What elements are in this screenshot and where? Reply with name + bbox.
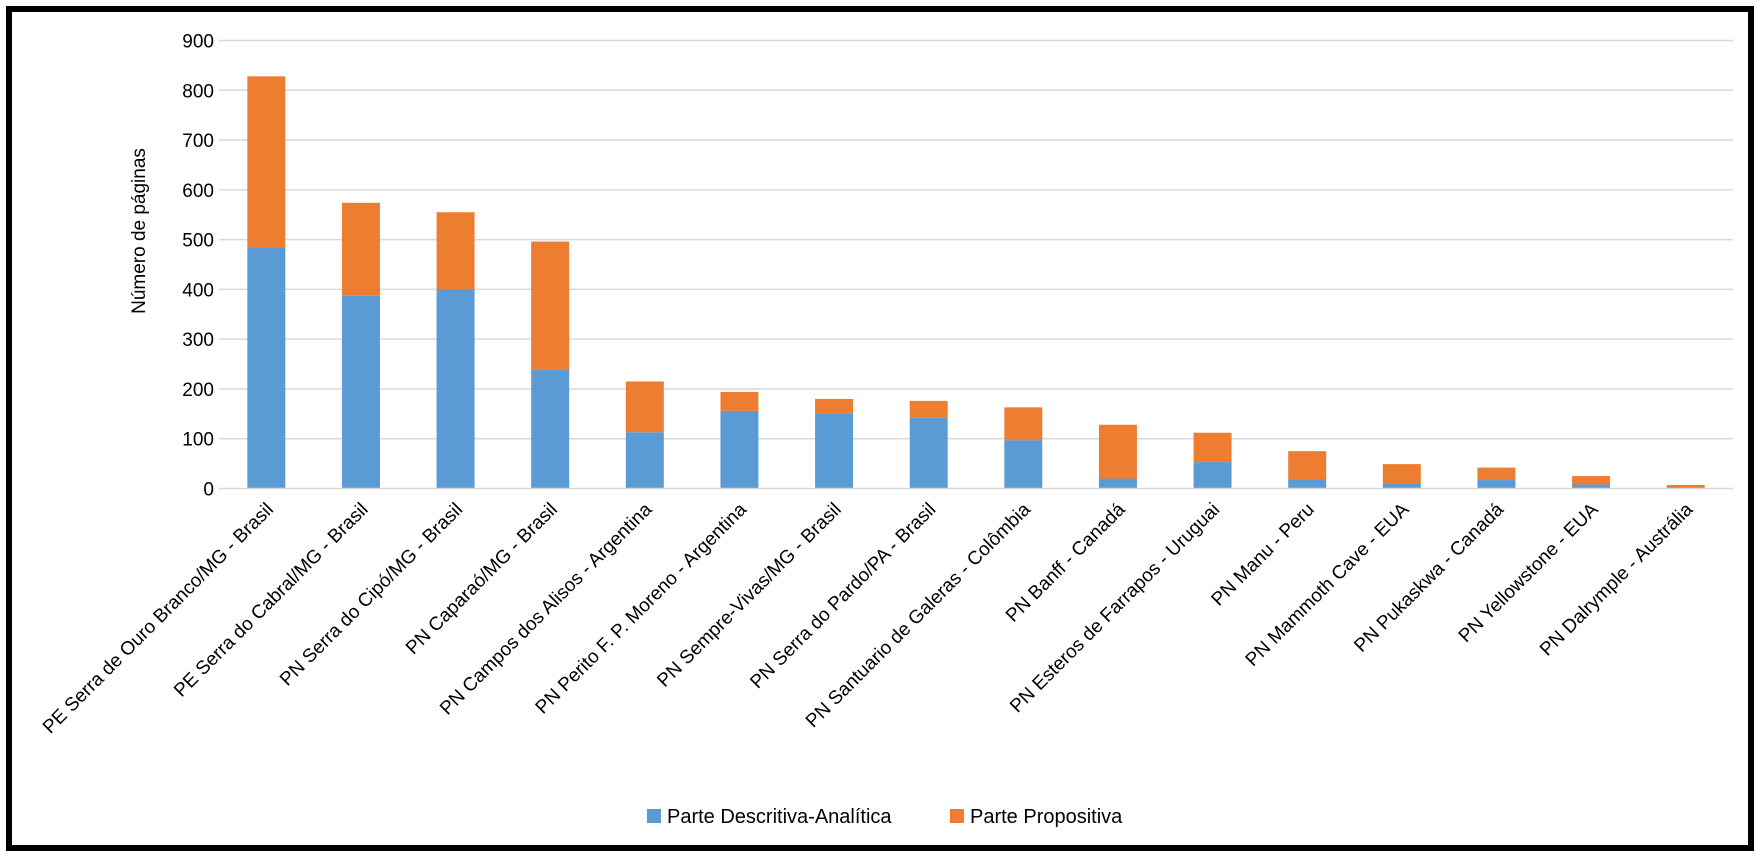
y-tick-label: 400 xyxy=(182,280,214,301)
y-tick-label: 700 xyxy=(182,131,214,152)
bar-descritiva xyxy=(1477,480,1516,489)
bar-descritiva xyxy=(720,410,759,489)
bar-descritiva xyxy=(1193,462,1232,489)
bar-propositiva xyxy=(1572,476,1611,485)
y-tick-label: 300 xyxy=(182,330,214,351)
bar-propositiva xyxy=(247,76,286,248)
legend-label: Parte Propositiva xyxy=(970,806,1123,828)
bar-descritiva xyxy=(341,295,380,489)
bar-propositiva xyxy=(720,391,759,411)
bar-propositiva xyxy=(1382,464,1421,485)
bar-descritiva xyxy=(909,417,948,489)
bar-propositiva xyxy=(1098,424,1137,479)
y-tick-label: 0 xyxy=(203,480,214,501)
bar-propositiva xyxy=(531,241,570,371)
x-tick-label: PN Serra do Cipó/MG - Brasil xyxy=(276,499,467,690)
chart-frame xyxy=(6,6,1754,851)
y-tick-label: 800 xyxy=(182,81,214,102)
bars xyxy=(247,76,1705,489)
legend: Parte Descritiva-Analítica Parte Proposit… xyxy=(647,806,1123,828)
y-tick-label: 900 xyxy=(182,32,214,53)
y-axis-title: Número de páginas xyxy=(129,148,150,314)
bar-descritiva xyxy=(247,247,286,489)
legend-swatch xyxy=(647,809,661,823)
y-tick-label: 600 xyxy=(182,181,214,202)
bar-descritiva xyxy=(1098,478,1137,489)
bar-descritiva xyxy=(531,370,570,489)
bar-propositiva xyxy=(1666,485,1705,488)
bar-descritiva xyxy=(625,432,664,489)
x-tick-label: PN Caparaó/MG - Brasil xyxy=(402,499,562,659)
legend-swatch xyxy=(950,809,964,823)
y-tick-label: 100 xyxy=(182,430,214,451)
bar-descritiva xyxy=(815,413,854,489)
bar-propositiva xyxy=(625,381,664,433)
y-tick-label: 500 xyxy=(182,231,214,252)
bar-propositiva xyxy=(1288,451,1327,480)
x-tick-label: PN Serra do Pardo/PA - Brasil xyxy=(746,499,940,693)
x-tick-label: PN Manu - Peru xyxy=(1208,499,1319,610)
bar-descritiva xyxy=(1382,484,1421,489)
bar-descritiva xyxy=(436,289,475,489)
bar-propositiva xyxy=(341,202,380,296)
bar-propositiva xyxy=(436,212,475,290)
bar-propositiva xyxy=(815,398,854,414)
bar-propositiva xyxy=(1004,407,1043,441)
bar-propositiva xyxy=(909,400,948,418)
bar-descritiva xyxy=(1288,479,1327,489)
bar-descritiva xyxy=(1572,484,1611,489)
bar-propositiva xyxy=(1477,467,1516,481)
x-tick-label: PN Campos dos Alisos - Argentina xyxy=(436,499,657,720)
y-axis-ticks: 0 100 200 300 400 500 600 700 800 900 xyxy=(182,32,214,501)
x-tick-label: PN Esteros de Farrapos - Uruguai xyxy=(1006,499,1224,717)
x-tick-label: PN Perito F. P. Moreno - Argentina xyxy=(532,499,752,719)
y-tick-label: 200 xyxy=(182,380,214,401)
bar-descritiva xyxy=(1004,440,1043,489)
legend-label: Parte Descritiva-Analítica xyxy=(667,806,892,828)
x-tick-label: PN Sempre-Vivas/MG - Brasil xyxy=(653,499,845,691)
x-tick-label: PN Dalrymple - Austrália xyxy=(1536,499,1697,660)
x-tick-label: PE Serra do Cabral/MG - Brasil xyxy=(170,499,372,701)
x-tick-label: PN Mammoth Cave - EUA xyxy=(1242,499,1414,671)
bar-propositiva xyxy=(1193,432,1232,463)
